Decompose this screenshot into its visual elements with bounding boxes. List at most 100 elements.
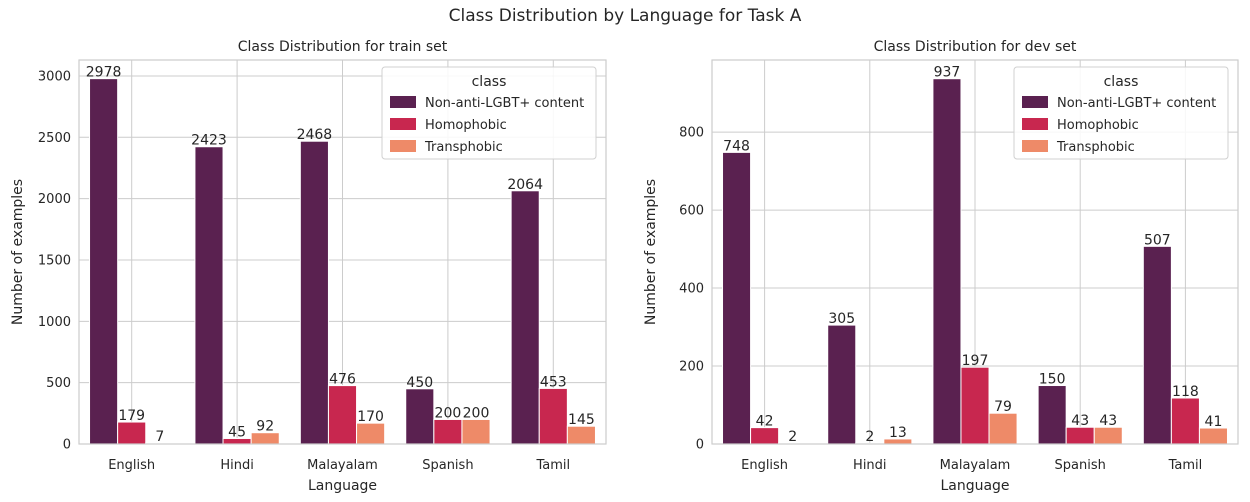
plot-frame [78, 59, 607, 445]
data-label: 170 [357, 409, 384, 425]
plot-frame [711, 59, 1239, 445]
x-tick-label: Spanish [422, 458, 473, 473]
x-tick-label: Spanish [1055, 458, 1106, 473]
subplot-title: Class Distribution for dev set [874, 39, 1077, 55]
data-label: 42 [756, 414, 774, 430]
bar [566, 425, 596, 445]
y-tick-label: 400 [679, 282, 704, 297]
y-tick-label: 0 [696, 438, 704, 453]
data-label: 453 [540, 374, 567, 390]
data-label: 197 [962, 353, 989, 369]
legend: class Non-anti-LGBT+ content Homophobic Tra… [1013, 66, 1229, 160]
legend-entry: Transphobic [1056, 140, 1135, 155]
data-label: 79 [994, 399, 1012, 415]
legend-entry: Homophobic [1057, 118, 1139, 133]
bar [89, 78, 119, 445]
x-tick-label: English [741, 458, 788, 473]
legend-swatch [390, 140, 416, 152]
legend-swatch [390, 96, 416, 108]
x-tick-label: Hindi [220, 458, 254, 473]
data-label: 748 [723, 138, 750, 154]
x-axis-label: Language [940, 478, 1009, 494]
y-tick-label: 500 [46, 376, 71, 391]
bar [1198, 427, 1228, 445]
legend-box [381, 66, 597, 160]
bar [988, 412, 1018, 445]
legend-swatch [1022, 118, 1048, 130]
legend-swatch [1022, 140, 1048, 152]
data-label: 305 [828, 311, 855, 327]
data-label: 41 [1205, 414, 1223, 430]
y-tick-label: 0 [63, 438, 71, 453]
bar [405, 388, 435, 445]
y-axis-label: Number of examples [643, 179, 659, 325]
bar [194, 146, 224, 445]
y-tick-label: 2500 [38, 131, 71, 146]
subplot-title: Class Distribution for train set [238, 39, 448, 55]
figure-title: Class Distribution by Language for Task … [448, 6, 802, 26]
y-tick-label: 1000 [38, 315, 71, 330]
legend-swatch [1022, 96, 1048, 108]
y-axis-label: Number of examples [10, 179, 26, 325]
y-tick-label: 200 [679, 360, 704, 375]
data-label: 45 [228, 424, 246, 440]
bar [932, 78, 962, 445]
data-label: 118 [1172, 384, 1199, 400]
bar [461, 418, 491, 445]
legend-swatch [390, 118, 416, 130]
data-label: 150 [1039, 372, 1066, 388]
y-tick-label: 1500 [38, 253, 71, 268]
bar [827, 324, 857, 445]
bar [299, 140, 329, 445]
data-label: 7 [155, 429, 164, 445]
bar [1142, 245, 1172, 445]
data-label: 2423 [191, 133, 227, 149]
bar [722, 151, 752, 445]
legend-box [1013, 66, 1229, 160]
legend-entry: Homophobic [425, 118, 507, 133]
legend-entry: Transphobic [424, 140, 503, 155]
y-tick-label: 2000 [38, 192, 71, 207]
bar [1170, 397, 1200, 445]
data-label: 937 [934, 65, 961, 81]
y-tick-label: 3000 [38, 69, 71, 84]
bar [433, 418, 463, 445]
data-label: 2064 [507, 177, 543, 193]
data-label: 13 [889, 425, 907, 441]
data-label: 145 [568, 412, 595, 428]
bar [510, 190, 540, 445]
x-tick-label: Malayalam [940, 458, 1011, 473]
x-tick-label: Malayalam [307, 458, 378, 473]
data-label: 450 [406, 375, 433, 391]
legend-entry: Non-anti-LGBT+ content [425, 96, 584, 111]
bar [117, 421, 147, 445]
data-label: 179 [118, 408, 145, 424]
data-label: 200 [435, 405, 462, 421]
data-label: 43 [1071, 413, 1089, 429]
bar [750, 427, 780, 445]
bar [960, 366, 990, 445]
data-label: 2468 [297, 127, 333, 143]
bar [538, 387, 568, 445]
data-label: 476 [329, 372, 356, 388]
bar [1037, 385, 1067, 445]
bar [1065, 426, 1095, 445]
data-label: 2 [865, 429, 874, 445]
legend: class Non-anti-LGBT+ content Homophobic Tra… [381, 66, 597, 160]
x-tick-label: Tamil [535, 458, 570, 473]
y-tick-label: 800 [679, 126, 704, 141]
data-label: 2 [788, 429, 797, 445]
data-label: 507 [1144, 232, 1171, 248]
bar [1093, 426, 1123, 445]
y-tick-label: 600 [679, 204, 704, 219]
bar [356, 422, 386, 445]
legend-entry: Non-anti-LGBT+ content [1057, 96, 1216, 111]
legend-title: class [472, 74, 507, 90]
data-label: 92 [256, 419, 274, 435]
data-label: 200 [463, 405, 490, 421]
data-label: 43 [1099, 413, 1117, 429]
bar [327, 385, 358, 445]
